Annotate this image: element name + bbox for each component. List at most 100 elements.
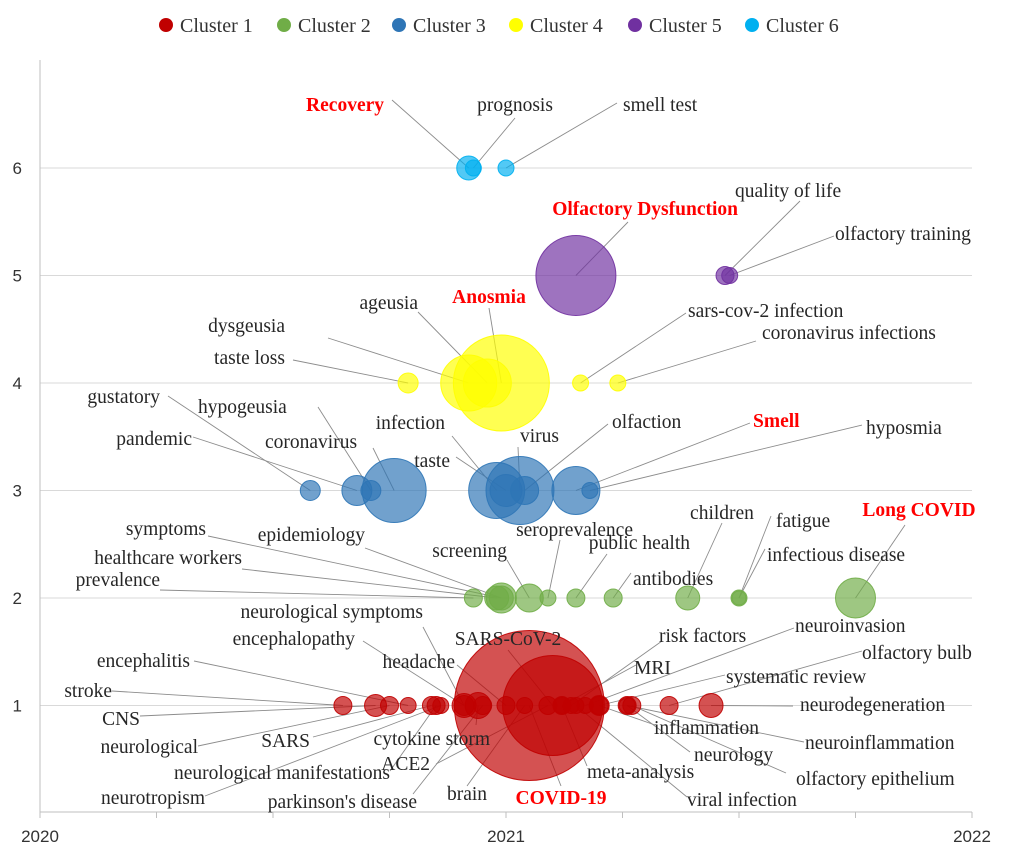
label-pandemic: pandemic xyxy=(116,429,192,450)
legend-label-cluster-3: Cluster 3 xyxy=(413,15,486,37)
leader-line-children xyxy=(687,522,723,599)
leader-line-seroprevalence xyxy=(547,539,561,599)
leader-line-neurodegeneration xyxy=(711,705,794,707)
bubble-public-health xyxy=(566,588,586,608)
bubble-children xyxy=(675,585,701,611)
bubble-long-covid xyxy=(835,577,876,619)
legend-marker-cluster-5 xyxy=(628,18,642,32)
label-sars-cov-2-infection: sars-cov-2 infection xyxy=(688,301,844,322)
leader-line-smell xyxy=(575,422,751,491)
bubble-olfaction xyxy=(510,476,540,505)
label-infectious-disease: infectious disease xyxy=(767,545,905,566)
legend-marker-cluster-3 xyxy=(392,18,406,32)
bubbles xyxy=(299,155,876,781)
bubble-prognosis xyxy=(464,159,482,177)
label-antibodies: antibodies xyxy=(633,569,713,590)
bubble-seroprevalence xyxy=(539,589,557,607)
label-screening: screening xyxy=(432,541,507,562)
leader-line-hyposmia xyxy=(589,424,863,491)
leader-line-olfactory-training xyxy=(729,235,835,276)
leader-line-gustatory xyxy=(167,395,311,491)
bubble-inflammation xyxy=(589,696,609,715)
bubble-anosmia xyxy=(452,334,550,432)
leader-line-neurological-manifestations xyxy=(389,705,437,772)
label-cns: CNS xyxy=(102,709,140,730)
label-olfactory-training: olfactory training xyxy=(835,224,971,245)
bubble-encephalitis xyxy=(399,697,417,714)
label-sars: SARS xyxy=(261,731,310,752)
bubble-olfactory-epithelium xyxy=(622,696,642,715)
bubble-neurotropism xyxy=(432,697,450,714)
label-gustatory: gustatory xyxy=(87,387,160,408)
label-neurodegeneration: neurodegeneration xyxy=(800,695,945,716)
bubble-coronavirus-infections xyxy=(609,374,627,392)
leader-line-smell-test xyxy=(505,102,618,169)
legend-marker-cluster-6 xyxy=(745,18,759,32)
label-olfactory-dysfunction: Olfactory Dysfunction xyxy=(552,199,738,220)
label-brain: brain xyxy=(447,784,487,805)
legend-marker-cluster-4 xyxy=(509,18,523,32)
label-healthcare-workers: healthcare workers xyxy=(94,548,242,569)
bubble-olfactory-bulb xyxy=(659,696,679,715)
label-fatigue: fatigue xyxy=(776,511,830,532)
label-hyposmia: hyposmia xyxy=(866,418,942,439)
bubble-sars-cov-2-infection xyxy=(572,374,590,392)
y-tick-label-2: 2 xyxy=(13,589,22,608)
label-seroprevalence: seroprevalence xyxy=(516,520,633,541)
leader-line-olfactory-bulb xyxy=(668,650,863,706)
label-symptoms: symptoms xyxy=(126,519,206,540)
bubble-hyposmia xyxy=(581,482,599,499)
label-inflammation: inflammation xyxy=(654,718,759,739)
label-systematic-review: systematic review xyxy=(726,667,866,688)
x-tick-label-2022: 2022 xyxy=(953,827,991,846)
leader-line-stroke xyxy=(111,690,343,706)
bubble-screening xyxy=(514,583,544,613)
y-tick-label-1: 1 xyxy=(13,697,22,716)
legend-marker-cluster-1 xyxy=(159,18,173,32)
leader-line-neurology xyxy=(626,705,691,753)
label-public-health: public health xyxy=(589,533,691,554)
leader-line-coronavirus-infections xyxy=(617,340,757,384)
leader-line-fatigue xyxy=(738,515,772,599)
label-headache: headache xyxy=(382,652,455,673)
label-quality-of-life: quality of life xyxy=(735,181,841,202)
label-long-covid: Long COVID xyxy=(862,500,975,521)
label-coronavirus-infections: coronavirus infections xyxy=(762,323,936,344)
label-smell: Smell xyxy=(753,411,800,432)
bubble-labels: Recovery prognosis smell test Olfactory Dys… xyxy=(64,95,975,813)
label-meta-analysis: meta-analysis xyxy=(587,762,694,783)
label-infection: infection xyxy=(376,413,446,434)
x-tick-label-2020: 2020 xyxy=(21,827,59,846)
label-neurological: neurological xyxy=(101,737,199,758)
label-smell-test: smell test xyxy=(623,95,698,116)
bubble-olfactory-dysfunction xyxy=(535,235,617,316)
y-tick-label-3: 3 xyxy=(13,482,22,501)
bubble-smell-test xyxy=(497,159,515,177)
leader-line-taste-loss xyxy=(292,359,409,384)
label-epidemiology: epidemiology xyxy=(258,525,365,546)
leader-line-neuroinflammation xyxy=(627,705,805,743)
bubble-neurological xyxy=(380,696,399,715)
label-olfaction: olfaction xyxy=(612,412,682,433)
bubble-smell xyxy=(551,466,601,515)
bubble-olfactory-training xyxy=(721,267,739,284)
leader-line-pandemic xyxy=(192,436,358,491)
label-neuroinvasion: neuroinvasion xyxy=(795,616,906,637)
y-tick-label-5: 5 xyxy=(13,267,22,286)
leader-line-quality-of-life xyxy=(724,200,801,276)
label-covid-19: COVID-19 xyxy=(516,788,607,809)
legend: Cluster 1 Cluster 2 Cluster 3 Cluster 4 Clus… xyxy=(159,15,839,37)
label-ageusia: ageusia xyxy=(360,293,419,314)
leader-line-neurological xyxy=(197,705,390,747)
leader-line-neurotropism xyxy=(204,705,441,797)
label-prevalence: prevalence xyxy=(76,570,160,591)
label-parkinson-s-disease: parkinson's disease xyxy=(268,792,417,813)
label-children: children xyxy=(690,503,754,524)
label-olfactory-bulb: olfactory bulb xyxy=(862,643,972,664)
bubble-neurodegeneration xyxy=(698,693,724,718)
label-ace2: ACE2 xyxy=(381,754,430,775)
label-encephalitis: encephalitis xyxy=(97,651,190,672)
leader-line-infectious-disease xyxy=(738,548,766,599)
leader-line-sars-cov-2-infection xyxy=(580,312,687,384)
label-neurotropism: neurotropism xyxy=(101,788,205,809)
